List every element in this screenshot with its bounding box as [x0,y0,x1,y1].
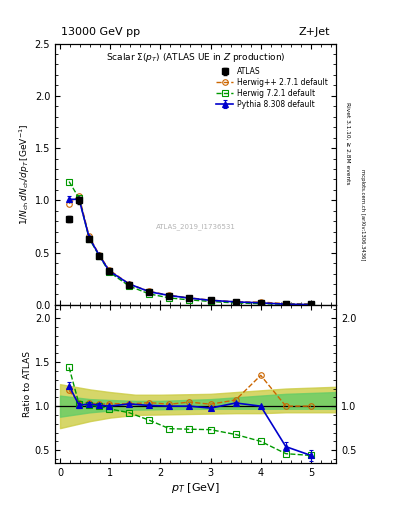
Text: Rivet 3.1.10, ≥ 2.8M events: Rivet 3.1.10, ≥ 2.8M events [345,102,350,185]
Y-axis label: $1/N_\mathrm{ch}\,dN_\mathrm{ch}/dp_T\,[\mathrm{GeV}^{-1}]$: $1/N_\mathrm{ch}\,dN_\mathrm{ch}/dp_T\,[… [17,123,32,225]
Text: ATLAS_2019_I1736531: ATLAS_2019_I1736531 [156,223,235,230]
Text: Z+Jet: Z+Jet [299,27,331,37]
Legend: ATLAS, Herwig++ 2.7.1 default, Herwig 7.2.1 default, Pythia 8.308 default: ATLAS, Herwig++ 2.7.1 default, Herwig 7.… [215,66,329,111]
Text: Scalar $\Sigma(p_T)$ (ATLAS UE in $Z$ production): Scalar $\Sigma(p_T)$ (ATLAS UE in $Z$ pr… [106,51,285,65]
Text: mcplots.cern.ch [arXiv:1306.3436]: mcplots.cern.ch [arXiv:1306.3436] [360,169,365,261]
X-axis label: $p_T$ [GeV]: $p_T$ [GeV] [171,481,220,495]
Y-axis label: Ratio to ATLAS: Ratio to ATLAS [23,351,32,417]
Text: 13000 GeV pp: 13000 GeV pp [61,27,140,37]
